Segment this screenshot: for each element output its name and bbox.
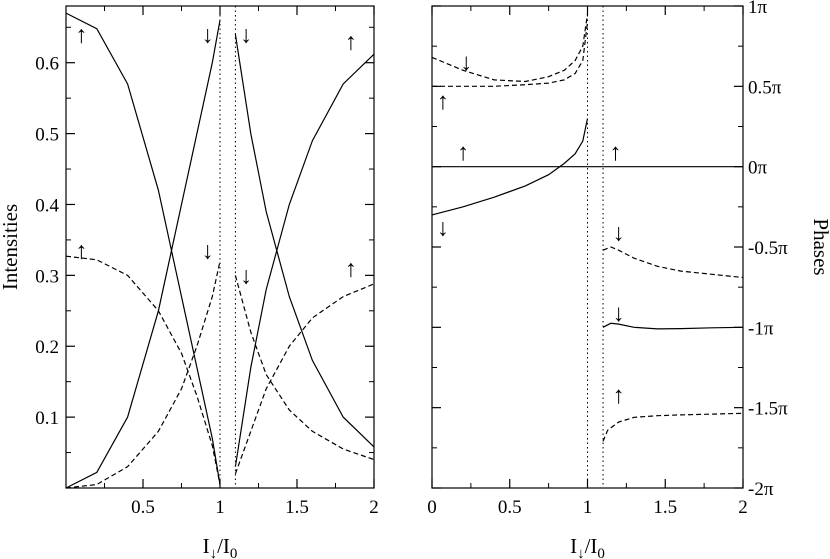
y-tick-label: 0.3 xyxy=(35,266,59,287)
series-line-4 xyxy=(65,255,221,485)
x-tick-label: 1 xyxy=(583,497,593,518)
y-tick-label: -0.5π xyxy=(748,238,788,259)
series-line-5 xyxy=(65,261,221,489)
series-line-2 xyxy=(431,13,589,83)
x-tick-label: 1.5 xyxy=(285,497,309,518)
spin-arrow-label: ↑ xyxy=(613,383,625,409)
spin-arrow-label: ↑ xyxy=(609,140,621,166)
series-line-3 xyxy=(234,53,375,467)
y-tick-label: 0.6 xyxy=(35,54,59,75)
spin-arrow-label: ↓ xyxy=(202,239,214,265)
series-line-2 xyxy=(234,34,375,448)
series-line-3 xyxy=(432,22,589,87)
spin-arrow-label: ↑ xyxy=(457,140,469,166)
x-tick-label: 0.5 xyxy=(498,497,522,518)
x-tick-label: 2 xyxy=(369,497,379,518)
y-tick-label: 1π xyxy=(748,0,768,18)
spin-arrow-label: ↓ xyxy=(240,22,252,48)
x-axis-label: I↓/I0 xyxy=(570,534,605,559)
spin-arrow-label: ↑ xyxy=(75,22,87,48)
spin-arrow-label: ↓ xyxy=(437,216,449,242)
series-line-1 xyxy=(65,20,221,489)
series-line-4 xyxy=(602,246,744,279)
y-tick-label: -1π xyxy=(748,318,774,339)
x-tick-label: 2 xyxy=(738,497,748,518)
y-tick-label: -2π xyxy=(748,479,774,500)
series-line-6 xyxy=(234,275,375,461)
x-axis-label: I↓/I0 xyxy=(203,534,238,559)
y-tick-label: 0.2 xyxy=(35,337,59,358)
phases-panel: 0 0.5 1 1.5 2 1π 0.5π 0π -0.5π -1π -1.5π -2π ↓ ↑ ↑ ↓ ↑ ↓ ↓… xyxy=(427,0,830,559)
intensities-panel: 0.5 1 1.5 2 0.1 0.2 0.3 0.4 0.5 0.6 ↑ ↓ ↓ ↑ ↑ ↓ ↓ ↑ I↓/I0 I… xyxy=(0,5,379,559)
spin-arrow-label: ↓ xyxy=(240,263,252,289)
spin-arrow-label: ↑ xyxy=(75,239,87,265)
x-tick-label: 0 xyxy=(427,497,437,518)
series-line-0 xyxy=(65,12,221,485)
spin-arrow-label: ↓ xyxy=(613,301,625,327)
y-axis-label: Phases xyxy=(809,218,830,275)
spin-arrow-label: ↓ xyxy=(202,22,214,48)
x-tick-label: 1.5 xyxy=(653,497,677,518)
y-tick-label: 0.1 xyxy=(35,408,59,429)
y-tick-label: 0.5 xyxy=(35,125,59,146)
y-tick-label: 0π xyxy=(748,158,768,179)
y-tick-label: 0.5π xyxy=(748,77,782,98)
spin-arrow-label: ↓ xyxy=(613,221,625,247)
x-tick-label: 1 xyxy=(215,497,225,518)
y-axis-label: Intensities xyxy=(0,204,22,290)
series-line-7 xyxy=(234,283,375,475)
x-tick-label: 0.5 xyxy=(131,497,155,518)
y-tick-label: -1.5π xyxy=(748,399,788,420)
spin-arrow-label: ↓ xyxy=(460,50,472,76)
spin-arrow-label: ↑ xyxy=(345,256,357,282)
y-tick-label: 0.4 xyxy=(35,195,59,216)
spin-arrow-label: ↑ xyxy=(437,89,449,115)
series-line-5 xyxy=(602,322,744,330)
series-line-6 xyxy=(602,412,744,442)
spin-arrow-label: ↑ xyxy=(345,29,357,55)
series-line-1 xyxy=(431,118,589,216)
